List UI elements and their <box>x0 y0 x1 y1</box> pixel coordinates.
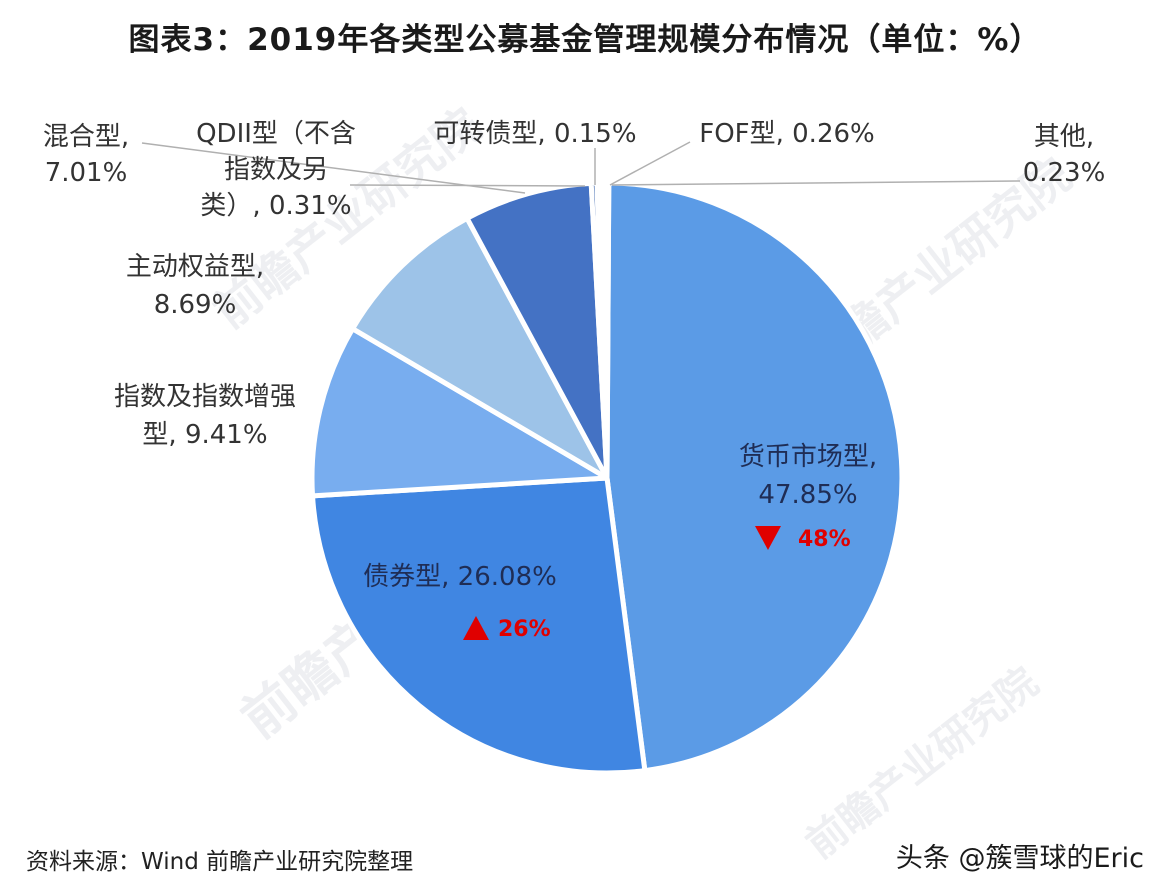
slice-label: 混合型, <box>43 122 129 152</box>
leader-line <box>611 180 1021 186</box>
slice-label: FOF型, 0.26% <box>699 119 875 149</box>
slice-label: 47.85% <box>758 480 857 510</box>
pie-slice <box>309 326 610 499</box>
slice-label: 主动权益型, <box>126 252 264 282</box>
pie-slice <box>350 215 610 481</box>
source-note: 资料来源：Wind 前瞻产业研究院整理 <box>26 849 414 875</box>
slice-label: 类）, 0.31% <box>200 191 351 221</box>
slice-label: 8.69% <box>154 290 237 320</box>
pie-slice <box>602 180 612 481</box>
pie-slice <box>604 180 905 774</box>
leader-line <box>609 141 691 186</box>
slice-label: 货币市场型, <box>739 442 877 472</box>
slice-label: 其他, <box>1034 122 1094 152</box>
leader-line-layer <box>141 141 1021 194</box>
triangle-down-icon <box>755 526 781 550</box>
change-label: 26% <box>498 617 551 642</box>
slice-label: 7.01% <box>45 158 128 188</box>
pie-slice <box>464 180 610 481</box>
credit-watermark: 头条 @簇雪球的Eric <box>895 843 1144 874</box>
leader-line <box>141 142 526 194</box>
slice-label: QDII型（不含 <box>196 119 356 149</box>
chart-title: 图表3：2019年各类型公募基金管理规模分布情况（单位：%） <box>128 22 1042 58</box>
change-label: 48% <box>798 527 851 552</box>
slice-label: 指数及指数增强 <box>114 382 296 412</box>
leader-line <box>349 184 586 187</box>
slice-label: 可转债型, 0.15% <box>433 119 636 149</box>
slice-label: 债券型, 26.08% <box>363 562 557 592</box>
slice-label: 0.23% <box>1023 158 1106 188</box>
slice-layer <box>309 180 905 776</box>
slice-label: 指数及另 <box>224 155 328 185</box>
triangle-up-icon <box>463 616 489 640</box>
slice-label: 型, 9.41% <box>142 420 267 450</box>
